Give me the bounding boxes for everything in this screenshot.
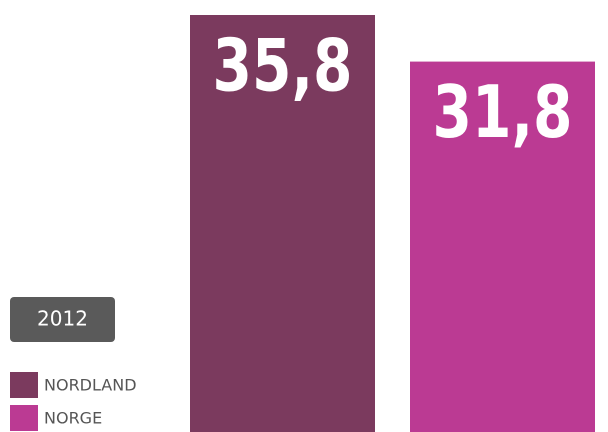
legend-label: NORGE <box>44 409 102 428</box>
bar <box>190 15 375 432</box>
value-label: 35,8 <box>213 24 353 108</box>
legend-swatch <box>10 405 38 431</box>
value-label: 31,8 <box>433 70 573 154</box>
legend-label: NORDLAND <box>44 376 137 395</box>
year-label: 2012 <box>37 307 88 331</box>
bar <box>410 61 595 432</box>
year-badge <box>10 297 115 342</box>
legend-swatch <box>10 372 38 398</box>
